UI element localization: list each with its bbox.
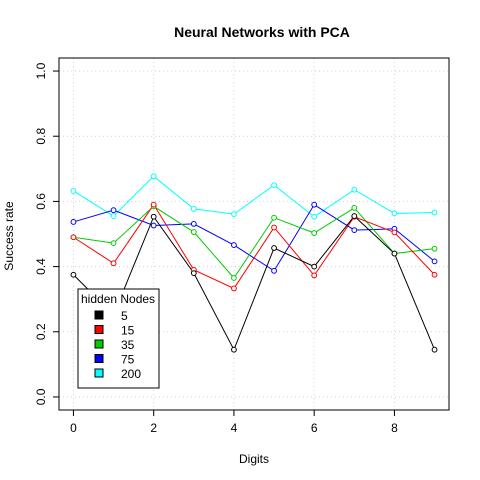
- data-point-200: [231, 211, 237, 218]
- legend-swatch-35: [94, 339, 104, 349]
- x-tick-label: 0: [70, 421, 77, 435]
- legend-box: [77, 288, 160, 389]
- data-point-35: [190, 229, 197, 235]
- data-point-200: [190, 206, 197, 212]
- data-point-200: [110, 213, 117, 219]
- y-tick-label: 0.4: [34, 258, 48, 275]
- legend-title: hidden Nodes: [81, 292, 155, 306]
- data-point-75: [231, 242, 237, 248]
- data-point-5: [311, 263, 318, 270]
- data-point-75: [311, 201, 318, 208]
- data-point-15: [431, 271, 438, 278]
- data-point-15: [150, 201, 157, 208]
- y-tick-label: 0.6: [34, 193, 48, 210]
- legend-label-35: 35: [121, 338, 135, 352]
- data-point-35: [351, 205, 358, 211]
- data-point-35: [311, 230, 318, 236]
- data-point-35: [431, 245, 438, 252]
- data-point-5: [70, 271, 77, 278]
- data-point-5: [190, 270, 197, 277]
- data-point-15: [231, 285, 237, 292]
- x-tick-label: 8: [391, 421, 398, 435]
- data-point-200: [351, 186, 358, 193]
- data-point-15: [311, 272, 318, 279]
- data-point-75: [351, 227, 358, 233]
- data-point-35: [271, 214, 277, 221]
- legend-swatch-15: [94, 325, 104, 334]
- y-tick-label: 0.2: [34, 323, 48, 340]
- data-point-35: [110, 240, 117, 247]
- data-point-15: [70, 234, 77, 241]
- series-line-15: [73, 203, 435, 290]
- x-tick-label: 4: [231, 421, 238, 435]
- data-point-35: [231, 275, 237, 281]
- data-point-200: [70, 188, 77, 194]
- data-point-75: [431, 258, 438, 265]
- data-point-5: [391, 250, 398, 257]
- x-tick-label: 2: [150, 421, 157, 435]
- legend-label-200: 200: [121, 367, 141, 381]
- data-point-15: [271, 224, 277, 231]
- data-point-75: [150, 222, 157, 229]
- data-point-15: [110, 260, 117, 267]
- plot-frame: [58, 57, 450, 411]
- data-point-5: [150, 213, 157, 220]
- data-point-75: [70, 219, 77, 225]
- legend-label-75: 75: [121, 353, 135, 367]
- y-tick-label: 0.0: [34, 388, 48, 405]
- data-point-200: [150, 173, 157, 180]
- series-line-35: [73, 205, 435, 279]
- data-point-5: [271, 245, 277, 251]
- data-point-200: [391, 210, 398, 217]
- data-point-75: [271, 267, 277, 274]
- legend-swatch-200: [94, 368, 104, 378]
- data-point-75: [190, 220, 197, 227]
- data-point-15: [391, 229, 398, 236]
- data-point-200: [271, 182, 277, 189]
- chart-title: Neural Networks with PCA: [174, 24, 350, 40]
- series-line-200: [73, 175, 435, 218]
- y-tick-label: 0.8: [34, 128, 48, 145]
- legend-label-5: 5: [121, 309, 128, 323]
- y-tick-label: 1.0: [34, 62, 48, 79]
- legend-swatch-5: [94, 310, 104, 320]
- x-axis-label: Digits: [239, 452, 269, 466]
- legend-label-15: 15: [121, 324, 135, 338]
- legend-swatch-75: [94, 354, 104, 363]
- data-point-200: [431, 209, 438, 216]
- data-point-5: [231, 346, 237, 353]
- y-axis-label: Success rate: [2, 201, 16, 271]
- data-point-5: [431, 346, 438, 353]
- series-line-5: [73, 215, 436, 351]
- data-point-5: [351, 213, 358, 219]
- data-point-200: [311, 213, 318, 220]
- x-tick-label: 6: [311, 421, 318, 435]
- data-point-75: [110, 207, 117, 214]
- series-group: [70, 173, 438, 353]
